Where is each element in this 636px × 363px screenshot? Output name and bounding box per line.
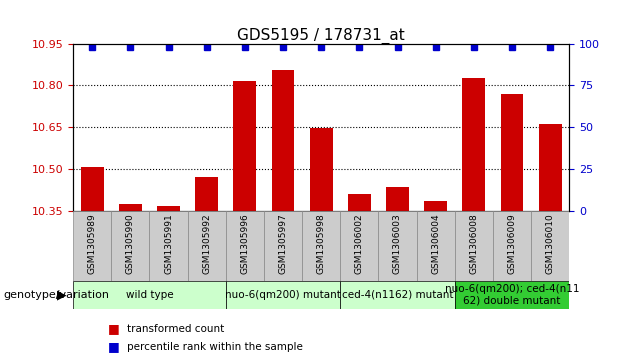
Bar [272,70,294,211]
Bar [310,129,333,211]
Bar [462,78,485,211]
Text: GSM1306004: GSM1306004 [431,213,440,274]
Bar [119,204,142,211]
Text: ■: ■ [108,340,120,353]
Text: GSM1305989: GSM1305989 [88,213,97,274]
Bar [493,211,531,281]
Bar [455,281,569,309]
Text: ▶: ▶ [57,289,67,301]
Text: ■: ■ [108,322,120,335]
Bar [195,177,218,211]
Text: GSM1306003: GSM1306003 [393,213,402,274]
Text: transformed count: transformed count [127,323,225,334]
Bar [424,201,447,211]
Bar [501,94,523,211]
Text: genotype/variation: genotype/variation [3,290,109,300]
Text: GSM1305997: GSM1305997 [279,213,287,274]
Title: GDS5195 / 178731_at: GDS5195 / 178731_at [237,27,405,44]
Text: GSM1306008: GSM1306008 [469,213,478,274]
Text: GSM1305998: GSM1305998 [317,213,326,274]
Text: GSM1305991: GSM1305991 [164,213,173,274]
Text: wild type: wild type [126,290,173,300]
Bar [455,211,493,281]
Bar [417,211,455,281]
Text: nuo-6(qm200); ced-4(n11
62) double mutant: nuo-6(qm200); ced-4(n11 62) double mutan… [445,284,579,306]
Bar [539,124,562,211]
Bar [233,81,256,211]
Bar [226,281,340,309]
Bar [348,194,371,211]
Bar [264,211,302,281]
Text: percentile rank within the sample: percentile rank within the sample [127,342,303,352]
Bar [386,187,409,211]
Text: nuo-6(qm200) mutant: nuo-6(qm200) mutant [225,290,341,300]
Bar [531,211,569,281]
Bar [340,211,378,281]
Text: GSM1305990: GSM1305990 [126,213,135,274]
Bar [340,281,455,309]
Bar [73,281,226,309]
Text: GSM1306010: GSM1306010 [546,213,555,274]
Bar [226,211,264,281]
Text: GSM1306002: GSM1306002 [355,213,364,274]
Text: ced-4(n1162) mutant: ced-4(n1162) mutant [342,290,453,300]
Text: GSM1306009: GSM1306009 [508,213,516,274]
Bar [73,211,111,281]
Bar [302,211,340,281]
Bar [188,211,226,281]
Bar [149,211,188,281]
Bar [378,211,417,281]
Text: GSM1305992: GSM1305992 [202,213,211,274]
Bar [81,167,104,211]
Bar [157,207,180,211]
Text: GSM1305996: GSM1305996 [240,213,249,274]
Bar [111,211,149,281]
